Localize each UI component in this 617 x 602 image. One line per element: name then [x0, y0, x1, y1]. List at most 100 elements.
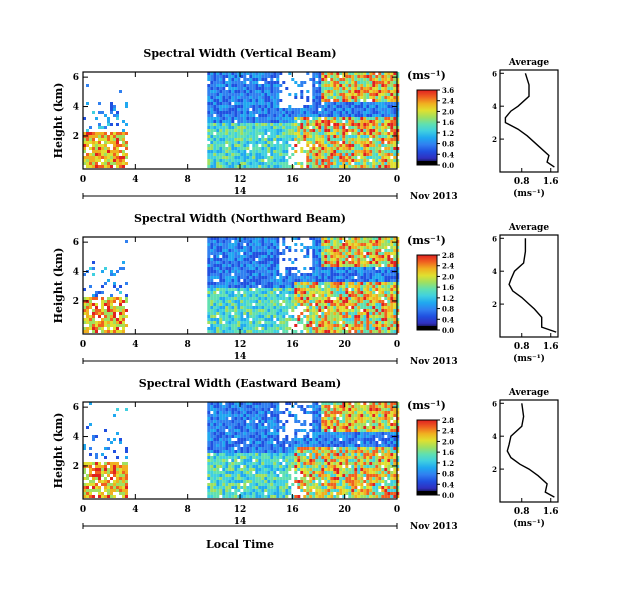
- x-tick-label: 16: [286, 175, 299, 185]
- colorbar-tick-label: 0.8: [442, 140, 454, 149]
- colorbar-tick-label: 2.0: [442, 272, 454, 281]
- panel-2: Spectral Width (Northward Beam) Height (k…: [52, 212, 559, 367]
- colorbar-tick-label: 2.8: [442, 416, 454, 425]
- colorbar-tick-label: 2.0: [442, 437, 454, 446]
- x-tick-label: 4: [132, 505, 138, 515]
- y-tick-label: 2: [73, 462, 79, 472]
- profile-y-tick-label: 2: [492, 300, 497, 309]
- y-tick-label: 6: [73, 403, 79, 413]
- colorbar-tick-label: 1.2: [442, 459, 454, 468]
- colorbar-tick-label: 0.0: [442, 326, 454, 335]
- colorbar-tick-label: 2.0: [442, 107, 454, 116]
- profile-y-tick-label: 6: [492, 69, 497, 78]
- colorbar-tick-label: 1.2: [442, 294, 454, 303]
- y-tick-label: 4: [73, 103, 79, 113]
- colorbar-unit: (ms⁻¹): [407, 234, 446, 247]
- colorbar-tick-label: 0.0: [442, 491, 454, 500]
- colorbar-tick-label: 1.6: [442, 118, 454, 127]
- colorbar-tick-label: 0.4: [442, 315, 454, 324]
- profile-title: Average: [508, 58, 549, 68]
- y-tick-label: 6: [73, 73, 79, 83]
- panel-1: Spectral Width (Vertical Beam) Height (km…: [52, 47, 559, 202]
- panel-title: Spectral Width (Eastward Beam): [139, 377, 341, 390]
- colorbar-tick-label: 0.4: [442, 150, 454, 159]
- y-tick-label: 2: [73, 132, 79, 142]
- colorbar-tick-label: 2.4: [442, 427, 454, 436]
- profile-y-tick-label: 2: [492, 135, 497, 144]
- date-label: Nov 2013: [410, 522, 458, 532]
- profile-title: Average: [508, 388, 549, 398]
- x-tick-label: 12: [234, 505, 247, 515]
- colorbar-tick-label: 0.4: [442, 480, 454, 489]
- date-label: Nov 2013: [410, 357, 458, 367]
- colorbar-tick-label: 1.2: [442, 129, 454, 138]
- x-tick-label: 20: [338, 340, 351, 350]
- x-tick-label: 0: [394, 505, 400, 515]
- profile-x-tick-label: 1.6: [543, 177, 559, 187]
- day-label: 14: [234, 517, 247, 527]
- x-tick-label: 8: [185, 175, 191, 185]
- x-tick-label: 20: [338, 175, 351, 185]
- heatmap-cells: [83, 72, 399, 168]
- profile-y-tick-label: 6: [492, 234, 497, 243]
- x-tick-label: 0: [80, 340, 86, 350]
- x-tick-label: 8: [185, 505, 191, 515]
- x-tick-label: 8: [185, 340, 191, 350]
- x-tick-label: 12: [234, 175, 247, 185]
- x-tick-label: 4: [132, 175, 138, 185]
- y-axis-label: Height (km): [52, 248, 65, 324]
- colorbar-unit: (ms⁻¹): [407, 399, 446, 412]
- colorbar-tick-label: 2.8: [442, 251, 454, 260]
- date-label: Nov 2013: [410, 192, 458, 202]
- profile-line: [505, 73, 554, 167]
- panel-title: Spectral Width (Vertical Beam): [143, 47, 336, 60]
- heatmap-cells: [83, 402, 399, 498]
- profile-y-tick-label: 6: [492, 399, 497, 408]
- profile-x-tick-label: 0.8: [514, 177, 530, 187]
- profile-y-tick-label: 4: [492, 267, 497, 276]
- panel-title: Spectral Width (Northward Beam): [134, 212, 346, 225]
- x-tick-label: 0: [80, 505, 86, 515]
- y-tick-label: 4: [73, 433, 79, 443]
- profile-x-tick-label: 1.6: [543, 342, 559, 352]
- heatmap-cells: [83, 237, 399, 333]
- x-tick-label: 0: [394, 340, 400, 350]
- profile-line: [509, 238, 556, 332]
- y-tick-label: 6: [73, 238, 79, 248]
- day-label: 14: [234, 352, 247, 362]
- y-tick-label: 2: [73, 297, 79, 307]
- x-tick-label: 16: [286, 505, 299, 515]
- colorbar-unit: (ms⁻¹): [407, 69, 446, 82]
- colorbar-tick-label: 0.8: [442, 305, 454, 314]
- colorbar-tick-label: 1.6: [442, 448, 454, 457]
- colorbar: [417, 420, 437, 495]
- colorbar-tick-label: 0.0: [442, 161, 454, 170]
- profile-frame: [500, 400, 558, 502]
- colorbar-tick-label: 2.4: [442, 97, 454, 106]
- profile-y-tick-label: 2: [492, 465, 497, 474]
- colorbar-tick-label: 1.6: [442, 283, 454, 292]
- x-tick-label: 16: [286, 340, 299, 350]
- profile-x-label: (ms⁻¹): [513, 518, 545, 529]
- colorbar: [417, 90, 437, 165]
- profile-x-label: (ms⁻¹): [513, 188, 545, 199]
- profile-x-label: (ms⁻¹): [513, 353, 545, 364]
- colorbar-tick-label: 3.6: [442, 86, 454, 95]
- profile-x-tick-label: 1.6: [543, 507, 559, 517]
- x-tick-label: 0: [80, 175, 86, 185]
- y-tick-label: 4: [73, 268, 79, 278]
- x-tick-label: 0: [394, 175, 400, 185]
- colorbar-tick-label: 0.8: [442, 470, 454, 479]
- panel-3: Spectral Width (Eastward Beam)Height (km…: [52, 377, 559, 532]
- y-axis-label: Height (km): [52, 83, 65, 159]
- x-tick-label: 20: [338, 505, 351, 515]
- x-axis-label: Local Time: [206, 538, 274, 551]
- profile-x-tick-label: 0.8: [514, 342, 530, 352]
- profile-line: [507, 403, 554, 497]
- profile-x-tick-label: 0.8: [514, 507, 530, 517]
- profile-y-tick-label: 4: [492, 102, 497, 111]
- profile-title: Average: [508, 223, 549, 233]
- x-tick-label: 4: [132, 340, 138, 350]
- profile-y-tick-label: 4: [492, 432, 497, 441]
